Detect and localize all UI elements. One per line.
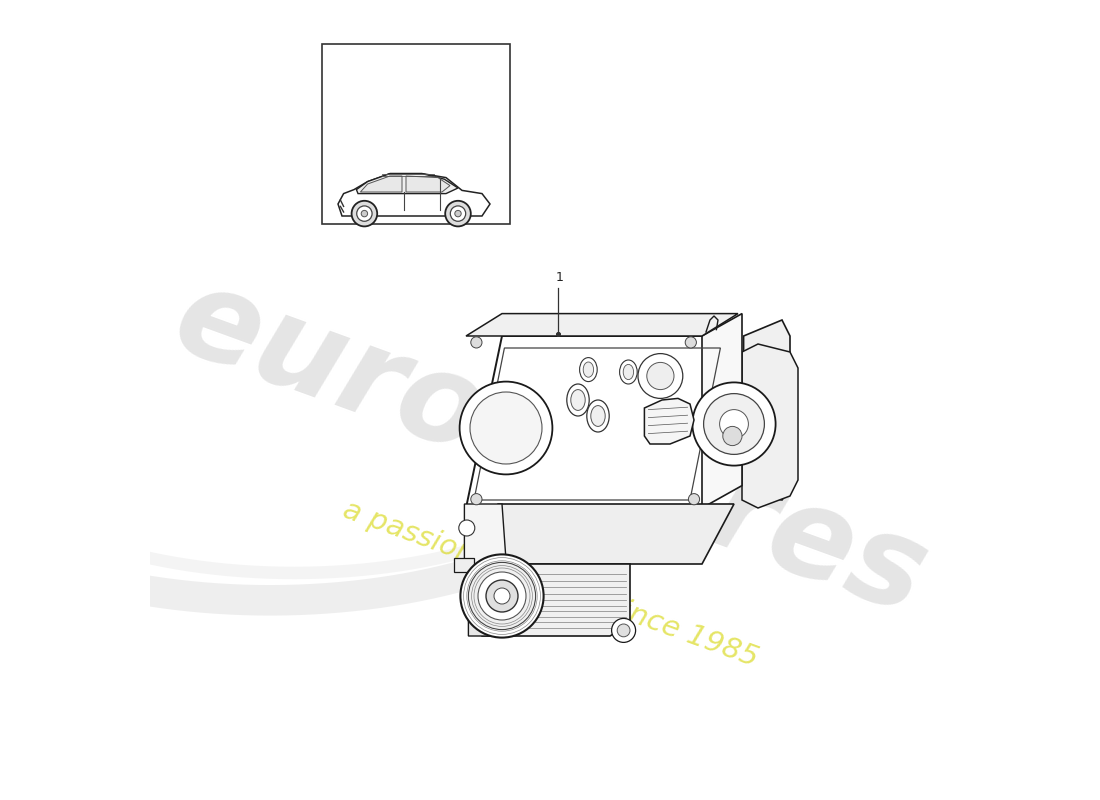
Circle shape [469,562,536,630]
Polygon shape [356,174,458,194]
Circle shape [612,618,636,642]
Polygon shape [338,174,490,216]
Polygon shape [645,398,694,444]
Circle shape [617,624,630,637]
Circle shape [647,362,674,390]
Circle shape [446,201,471,226]
Circle shape [471,337,482,348]
Circle shape [486,580,518,612]
Circle shape [692,382,775,466]
Circle shape [719,410,748,438]
Ellipse shape [586,400,609,432]
Ellipse shape [591,406,605,426]
Circle shape [454,210,461,217]
Ellipse shape [619,360,637,384]
Ellipse shape [583,362,594,378]
Circle shape [704,394,764,454]
Polygon shape [406,176,450,192]
Circle shape [685,337,696,348]
Polygon shape [361,176,402,192]
Bar [322,44,510,224]
Polygon shape [744,320,790,500]
Circle shape [477,563,492,578]
Text: 1: 1 [556,271,563,284]
Ellipse shape [566,384,590,416]
Circle shape [361,210,367,217]
Bar [454,558,474,572]
Polygon shape [702,314,743,508]
Circle shape [638,354,683,398]
Circle shape [689,494,700,505]
Text: eurospares: eurospares [158,256,942,640]
Ellipse shape [571,390,585,410]
Circle shape [471,494,482,505]
Circle shape [723,426,743,446]
Circle shape [460,382,552,474]
Polygon shape [466,314,738,336]
Circle shape [470,392,542,464]
Ellipse shape [624,364,634,380]
Circle shape [450,206,465,222]
Polygon shape [470,564,630,636]
Circle shape [461,554,543,638]
Ellipse shape [580,358,597,382]
Text: a passion for parts since 1985: a passion for parts since 1985 [339,496,761,672]
Circle shape [494,588,510,604]
Circle shape [478,572,526,620]
Polygon shape [466,504,734,564]
Polygon shape [469,604,502,636]
Polygon shape [464,504,506,572]
Polygon shape [466,336,738,508]
Circle shape [356,206,372,222]
Polygon shape [742,344,797,508]
Circle shape [352,201,377,226]
Circle shape [459,520,475,536]
